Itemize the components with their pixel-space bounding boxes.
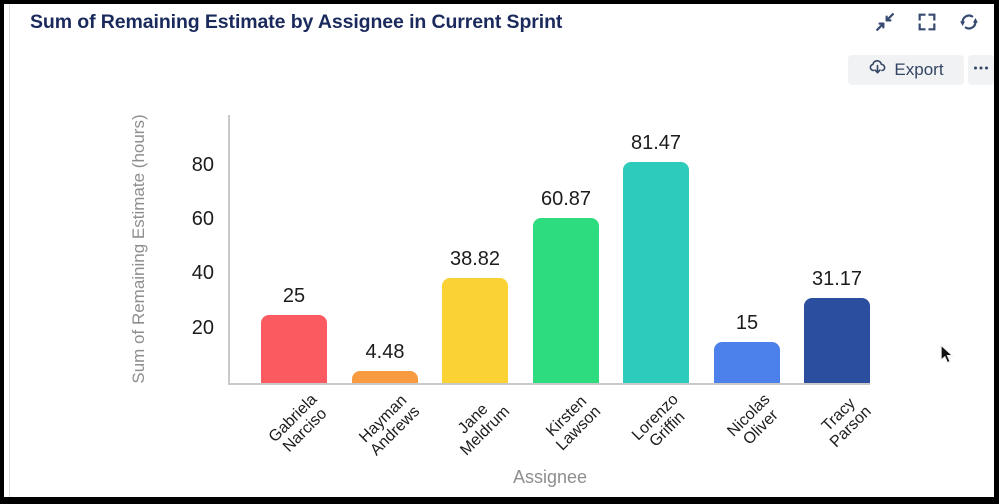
more-options-icon <box>973 60 989 81</box>
refresh-icon <box>958 11 980 33</box>
bar-value-label: 81.47 <box>630 132 682 154</box>
bar-hayman-andrews[interactable] <box>352 371 418 383</box>
fullscreen-icon <box>916 11 938 33</box>
bar-value-label: 60.87 <box>540 188 592 210</box>
x-category-label: Gabriela Narciso <box>265 391 330 456</box>
y-tick-label: 20 <box>191 317 214 339</box>
bar-tracy-parson[interactable] <box>804 298 870 383</box>
fullscreen-button[interactable] <box>913 9 940 35</box>
x-category-label: Lorenzo Griffin <box>629 391 689 451</box>
bar-nicolas-oliver[interactable] <box>714 342 780 383</box>
x-axis-line <box>228 383 870 385</box>
bar-value-label: 4.48 <box>365 341 405 363</box>
y-axis-line <box>228 115 230 383</box>
y-tick-label: 60 <box>191 208 214 230</box>
x-category-label: Hayman Andrews <box>355 391 424 460</box>
more-options-button[interactable] <box>968 55 994 85</box>
bar-value-label: 15 <box>735 312 759 334</box>
y-tick-label: 80 <box>191 154 214 176</box>
x-category-label: Tracy Parson <box>819 394 876 451</box>
collapse-button[interactable] <box>871 9 898 35</box>
x-category-label: Kirsten Lawson <box>542 392 605 455</box>
bar-jane-meldrum[interactable] <box>442 278 508 383</box>
y-tick-label: 40 <box>191 262 214 284</box>
bar-value-label: 25 <box>282 285 306 307</box>
bar-value-label: 38.82 <box>449 248 501 270</box>
x-category-label: Jane Meldrum <box>454 400 514 460</box>
export-button-label: Export <box>894 60 944 79</box>
bar-gabriela-narciso[interactable] <box>261 315 327 383</box>
x-category-label: Nicolas Oliver <box>723 391 782 449</box>
bar-kirsten-lawson[interactable] <box>533 218 599 383</box>
mouse-cursor <box>938 343 955 371</box>
x-axis-title: Assignee <box>512 467 588 487</box>
collapse-icon <box>874 11 896 33</box>
bar-lorenzo-griffin[interactable] <box>623 162 689 383</box>
bar-value-label: 31.17 <box>811 268 863 290</box>
page-title: Sum of Remaining Estimate by Assignee in… <box>30 11 563 33</box>
cloud-download-icon <box>868 58 887 82</box>
export-button[interactable]: Export <box>848 55 964 85</box>
page-edge-line <box>9 4 10 497</box>
refresh-button[interactable] <box>955 9 982 35</box>
